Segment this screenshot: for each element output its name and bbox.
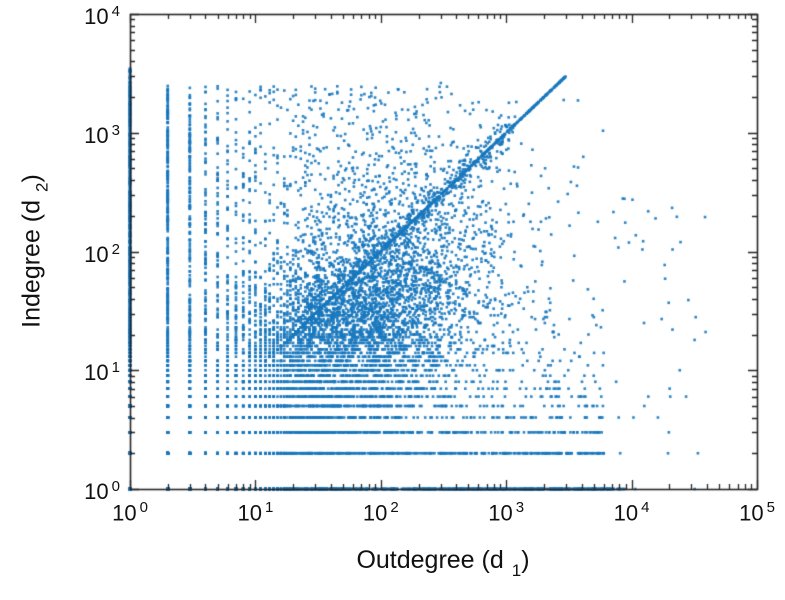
y-axis-label: Indegree (d 2): [17, 174, 52, 328]
x-axis-label-close: ): [521, 546, 530, 574]
x-axis-label-text: Outdegree (d: [356, 546, 504, 574]
x-axis-label-subscript: 1: [511, 561, 522, 580]
x-axis-label: Outdegree (d 1): [356, 546, 530, 580]
y-axis-label-close: ): [17, 174, 46, 183]
y-axis-label-subscript: 2: [32, 182, 52, 192]
y-axis-label-text: Indegree (d: [17, 199, 46, 328]
